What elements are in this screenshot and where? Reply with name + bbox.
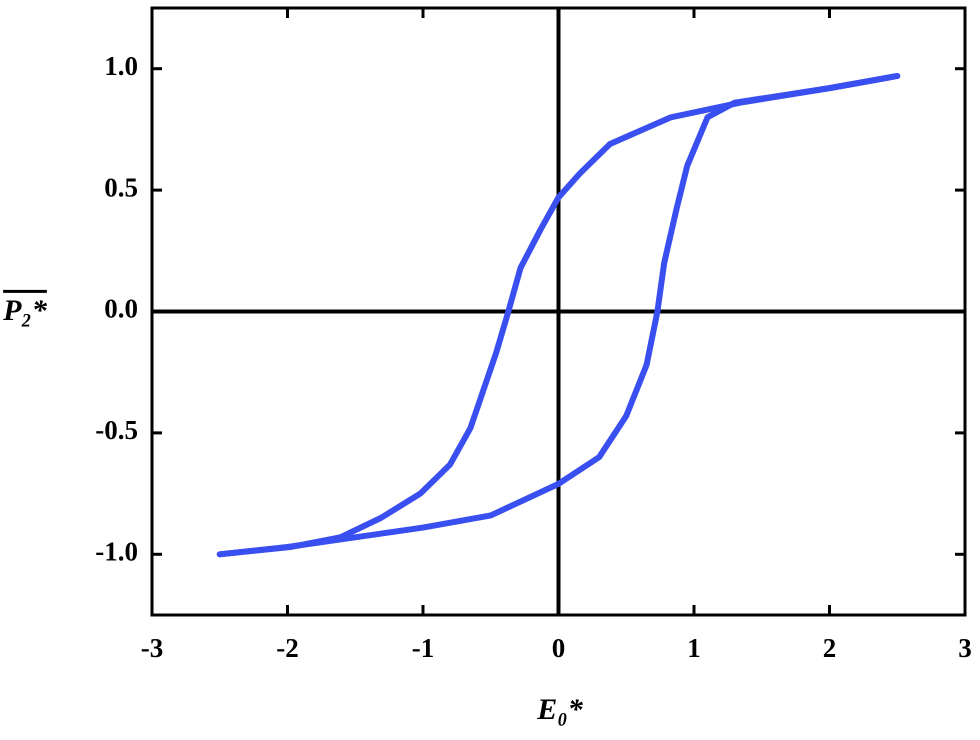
x-tick-label: 0	[552, 633, 566, 663]
y-tick-label: -0.5	[95, 415, 138, 445]
series-line	[216, 72, 901, 558]
x-tick-label: 2	[823, 633, 837, 663]
y-tick-label: 0.0	[104, 294, 138, 324]
y-tick-label: 0.5	[104, 172, 138, 202]
y-axis-label: P₂*	[2, 294, 48, 327]
x-axis-label: E₀*	[536, 693, 583, 726]
x-tick-label: -2	[276, 633, 299, 663]
y-tick-label: 1.0	[104, 51, 138, 81]
series-line	[216, 72, 901, 558]
y-tick-label: -1.0	[95, 537, 138, 567]
x-tick-label: 3	[958, 633, 972, 663]
plot-frame	[150, 6, 967, 617]
x-tick-label: -3	[141, 633, 164, 663]
x-tick-label: -1	[412, 633, 435, 663]
x-tick-label: 1	[687, 633, 701, 663]
